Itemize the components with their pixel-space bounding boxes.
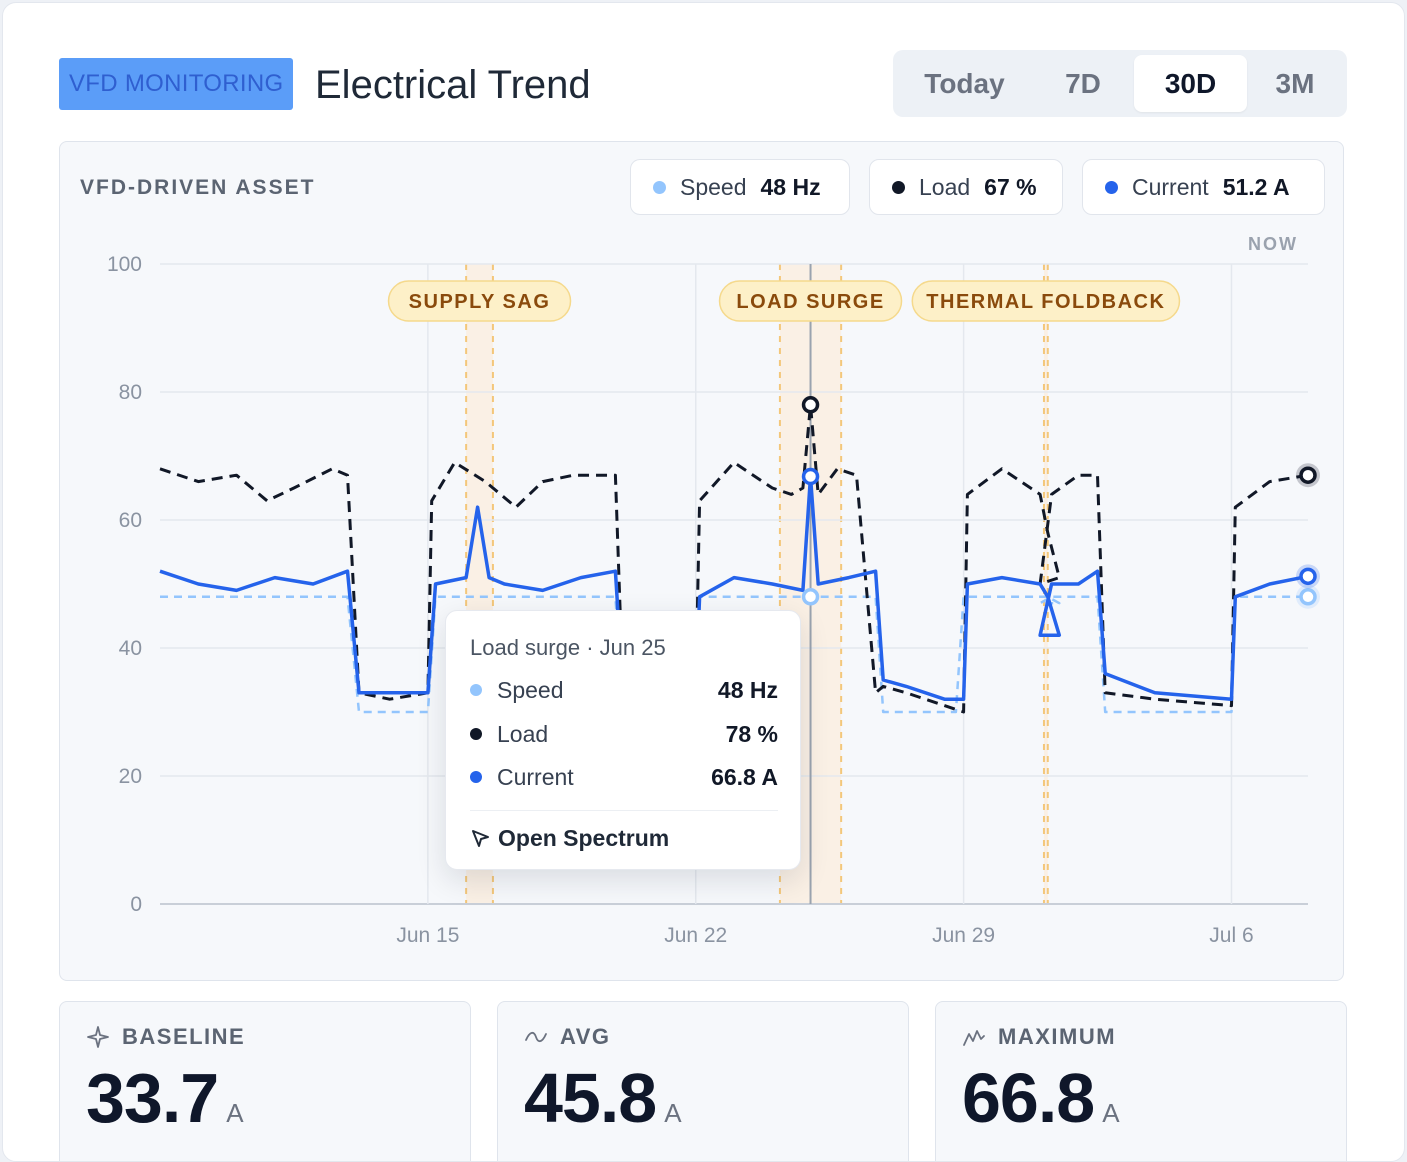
maximum-unit: A: [1102, 1098, 1120, 1128]
range-today-button[interactable]: Today: [924, 67, 1005, 99]
annotation-band: [1043, 264, 1048, 904]
card-header: VFD MONITORING Electrical Trend Today 7D…: [3, 3, 1404, 133]
section-badge: VFD MONITORING: [59, 58, 294, 110]
tooltip-row-current: Current 66.8 A: [470, 762, 778, 792]
range-3m-button[interactable]: 3M: [1275, 67, 1315, 99]
x-tick-label: Jul 6: [1209, 924, 1253, 947]
tooltip-load-name: Load: [497, 720, 549, 747]
series-line-speed: [160, 595, 1308, 714]
series-line-current: [159, 474, 1309, 701]
end-point-current: [1299, 567, 1317, 586]
asset-label: VFD-DRIVEN ASSET: [80, 176, 316, 199]
y-tick-label: 60: [119, 509, 142, 532]
tooltip-speed-name: Speed: [497, 676, 564, 703]
stat-label-baseline: BASELINE: [86, 1024, 245, 1050]
stat-label-maximum: MAXIMUM: [962, 1024, 1116, 1050]
annotation-pill: [387, 280, 572, 322]
baseline-value: 33.7: [86, 1059, 219, 1137]
tooltip-row-load: Load 78 %: [470, 719, 778, 749]
range-30d-button[interactable]: 30D: [1134, 55, 1247, 112]
avg-value: 45.8: [524, 1059, 657, 1137]
legend-pill-load[interactable]: Load 67 %: [869, 159, 1063, 215]
legend-pill-current[interactable]: Current 51.2 A: [1082, 159, 1325, 215]
stat-label-avg: AVG: [524, 1024, 611, 1050]
tooltip-speed-value: 48 Hz: [717, 676, 778, 703]
y-tick-label: 20: [119, 765, 142, 788]
avg-unit: A: [664, 1098, 682, 1128]
annotation-pill: [911, 280, 1181, 322]
maximum-value: 66.8: [962, 1059, 1095, 1137]
y-tick-label: 80: [119, 381, 142, 404]
end-point-load: [1299, 466, 1317, 484]
baseline-unit: A: [226, 1098, 244, 1128]
speed-dot-icon: [470, 684, 482, 696]
series-line-load: [159, 403, 1309, 714]
legend-load-name: Load: [919, 173, 971, 200]
sparkle-icon: [87, 1026, 109, 1048]
current-dot-icon: [1105, 180, 1118, 194]
tooltip-row-speed: Speed 48 Hz: [470, 675, 778, 705]
stat-card-maximum: MAXIMUM 66.8 A: [935, 1001, 1347, 1161]
legend-pill-speed[interactable]: Speed 48 Hz: [630, 159, 850, 215]
chart-panel: VFD-DRIVEN ASSET Speed 48 Hz Load 67 % C…: [59, 141, 1344, 981]
stat-card-avg: AVG 45.8 A: [497, 1001, 909, 1161]
tooltip-current-value: 66.8 A: [711, 763, 778, 790]
stat-value-maximum: 66.8 A: [962, 1058, 1120, 1138]
tooltip-load-value: 78 %: [725, 720, 778, 747]
annotation-label: THERMAL FOLDBACK: [926, 291, 1165, 313]
now-label: NOW: [1248, 234, 1298, 254]
range-7d-button[interactable]: 7D: [1065, 67, 1101, 99]
tooltip-divider: [470, 810, 778, 811]
stat-card-baseline: BASELINE 33.7 A: [59, 1001, 471, 1161]
range-selector: Today 7D 30D 3M: [893, 50, 1347, 117]
x-tick-label: Jun 29: [932, 924, 995, 947]
cursor-arrow-icon: [472, 829, 489, 847]
legend-load-value: 67 %: [984, 173, 1037, 200]
stat-value-avg: 45.8 A: [524, 1058, 682, 1138]
legend-current-value: 51.2 A: [1222, 173, 1290, 200]
wave-icon: [525, 1031, 547, 1043]
stat-value-baseline: 33.7 A: [86, 1058, 244, 1138]
avg-label-text: AVG: [560, 1024, 611, 1049]
load-dot-icon: [470, 728, 482, 740]
annotation-label: LOAD SURGE: [736, 291, 884, 313]
y-tick-label: 0: [130, 893, 142, 916]
cursor-point-load: [801, 396, 820, 414]
tooltip-title: Load surge · Jun 25: [470, 635, 666, 660]
tooltip-current-name: Current: [497, 763, 574, 790]
y-tick-label: 40: [119, 637, 142, 660]
open-spectrum-label: Open Spectrum: [498, 825, 670, 851]
maximum-label-text: MAXIMUM: [998, 1024, 1117, 1049]
x-tick-label: Jun 22: [664, 924, 727, 947]
peak-icon: [963, 1030, 985, 1046]
annotation-pill: [718, 280, 903, 322]
legend-speed-name: Speed: [680, 173, 747, 200]
legend-speed-value: 48 Hz: [760, 173, 821, 200]
baseline-label-text: BASELINE: [122, 1024, 246, 1049]
current-dot-icon: [470, 771, 482, 783]
chart-tooltip: Load surge · Jun 25 Speed 48 Hz Load 78 …: [445, 610, 801, 870]
cursor-point-current: [801, 467, 820, 486]
page-title: Electrical Trend: [315, 63, 591, 107]
y-tick-label: 100: [107, 253, 142, 276]
open-spectrum-link[interactable]: Open Spectrum: [470, 825, 669, 852]
annotation-label: SUPPLY SAG: [409, 291, 551, 313]
load-dot-icon: [892, 180, 905, 194]
speed-dot-icon: [653, 180, 666, 194]
legend-current-name: Current: [1132, 173, 1209, 200]
x-tick-label: Jun 15: [396, 924, 459, 947]
end-point-speed: [1299, 588, 1317, 606]
cursor-point-speed: [801, 588, 820, 606]
